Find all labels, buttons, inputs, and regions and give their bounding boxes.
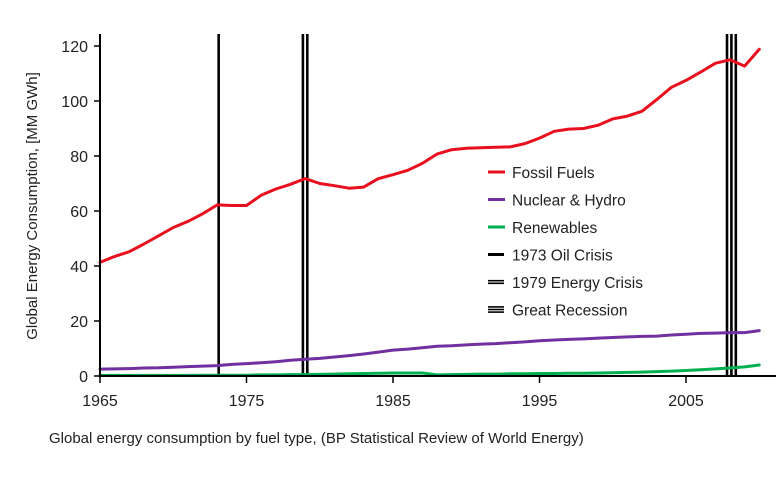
legend-label: Renewables — [512, 220, 598, 237]
x-tick-label: 1975 — [229, 393, 265, 410]
event-marker-great-recession — [725, 34, 738, 376]
event-marker-1979-energy-crisis — [301, 34, 309, 376]
legend-item: Renewables — [488, 220, 598, 237]
legend-item: Fossil Fuels — [488, 165, 595, 182]
series-line-nuclear-hydro — [98, 329, 761, 371]
y-axis-ticks: 0 20 40 60 80 100 120 — [61, 39, 100, 386]
y-tick-label: 40 — [70, 259, 88, 276]
x-tick-label: 1965 — [82, 393, 118, 410]
legend-label: 1973 Oil Crisis — [512, 248, 613, 265]
y-tick-label: 100 — [61, 94, 88, 111]
x-axis-ticks: 1965 1975 1985 1995 2005 — [82, 376, 704, 410]
y-tick-label: 80 — [70, 149, 88, 166]
x-tick-label: 1995 — [522, 393, 558, 410]
legend: Fossil Fuels Nuclear & Hydro Renewables 197… — [488, 165, 643, 320]
axes — [99, 34, 776, 377]
event-markers — [217, 34, 738, 376]
x-tick-label: 1985 — [375, 393, 411, 410]
legend-label: 1979 Energy Crisis — [512, 275, 643, 292]
series-lines — [98, 47, 761, 377]
legend-label: Fossil Fuels — [512, 165, 595, 182]
chart-caption: Global energy consumption by fuel type, … — [49, 430, 584, 447]
legend-label: Nuclear & Hydro — [512, 193, 626, 210]
y-axis-title: Global Energy Consumption, [MM GWh] — [24, 72, 41, 340]
legend-item: Nuclear & Hydro — [488, 193, 626, 210]
legend-item: 1979 Energy Crisis — [488, 275, 643, 292]
legend-item: Great Recession — [488, 303, 627, 320]
legend-item: 1973 Oil Crisis — [488, 248, 613, 265]
legend-label: Great Recession — [512, 303, 627, 320]
y-tick-label: 20 — [70, 314, 88, 331]
series-line-fossil-fuels — [98, 47, 761, 264]
y-tick-label: 0 — [79, 369, 88, 386]
y-tick-label: 60 — [70, 204, 88, 221]
x-tick-label: 2005 — [668, 393, 704, 410]
y-tick-label: 120 — [61, 39, 88, 56]
